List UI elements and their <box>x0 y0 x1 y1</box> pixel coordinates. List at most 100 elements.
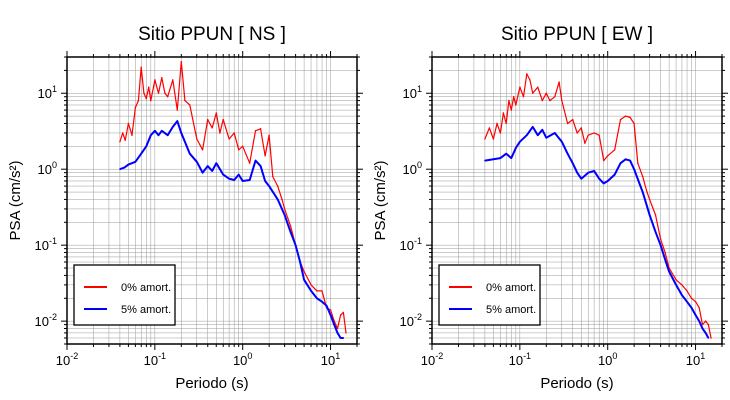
data-point <box>694 301 697 303</box>
data-point <box>161 130 163 132</box>
data-point <box>122 132 124 134</box>
data-point <box>325 304 328 307</box>
data-point <box>681 284 683 286</box>
data-point <box>654 214 657 216</box>
x-tick-label: 101 <box>321 351 340 368</box>
data-point <box>619 162 622 164</box>
data-point <box>150 99 152 102</box>
data-point <box>329 309 332 311</box>
series-line-0 <box>119 61 347 333</box>
y-tick-label-exponent: -2 <box>414 312 422 322</box>
data-point <box>484 138 486 140</box>
data-point <box>157 92 160 94</box>
data-point <box>690 307 693 309</box>
data-point <box>554 96 556 98</box>
data-point <box>342 311 345 314</box>
y-tick-label-exponent: -2 <box>49 312 57 322</box>
data-point <box>289 225 292 227</box>
data-point <box>633 122 635 125</box>
data-point <box>598 134 600 136</box>
data-point <box>566 122 569 125</box>
chart-title: Sitio PPUN [ EW ] <box>501 24 653 45</box>
data-point <box>587 134 589 136</box>
data-point <box>189 153 191 155</box>
data-point <box>510 157 512 159</box>
x-tick-label-exponent: 1 <box>335 351 340 361</box>
data-point <box>603 159 605 162</box>
data-point <box>242 145 244 147</box>
data-point <box>124 139 126 141</box>
data-point <box>299 261 301 263</box>
data-point <box>598 178 600 180</box>
data-point <box>624 158 627 160</box>
data-point <box>143 92 145 94</box>
data-point <box>254 130 257 132</box>
plot-frame <box>66 56 358 345</box>
data-point <box>648 214 651 216</box>
data-point <box>554 132 556 134</box>
data-point <box>268 134 270 136</box>
data-point <box>207 118 209 121</box>
y-tick-label-mantissa: 10 <box>35 314 49 329</box>
data-point <box>593 132 595 134</box>
data-point <box>701 323 704 326</box>
data-point <box>603 182 605 185</box>
x-tick-label: 10-1 <box>509 351 531 368</box>
legend-label-0: 0% amort. <box>486 282 536 294</box>
x-axis-label: Periodo (s) <box>540 375 613 392</box>
data-point <box>704 332 707 334</box>
data-point <box>659 244 662 246</box>
chart-title: Sitio PPUN [ NS ] <box>138 24 286 45</box>
data-point <box>333 323 335 326</box>
x-tick-label: 101 <box>686 351 705 368</box>
data-point <box>201 172 204 174</box>
data-point <box>238 149 240 151</box>
data-point <box>219 132 221 134</box>
data-point <box>222 173 224 176</box>
data-point <box>629 116 631 119</box>
data-point <box>580 178 582 180</box>
x-tick-label-exponent: -1 <box>158 351 166 361</box>
data-point <box>233 179 235 181</box>
data-point <box>607 180 609 182</box>
data-point <box>488 127 491 129</box>
data-point <box>576 172 578 174</box>
data-point <box>513 96 515 98</box>
data-point <box>201 149 204 151</box>
y-tick-label-exponent: 0 <box>417 160 422 170</box>
data-point <box>189 104 191 106</box>
data-point <box>614 149 616 151</box>
data-point <box>345 332 347 334</box>
data-point <box>281 198 283 201</box>
data-point <box>681 294 683 296</box>
data-point <box>184 99 186 102</box>
data-point <box>154 130 156 132</box>
y-tick-label-mantissa: 10 <box>35 238 49 253</box>
legend-label-1: 5% amort. <box>121 304 171 316</box>
data-point <box>140 66 142 68</box>
data-point <box>654 231 657 233</box>
data-point <box>119 168 121 170</box>
data-point <box>629 159 631 162</box>
data-point <box>664 258 666 261</box>
data-point <box>196 138 198 140</box>
data-point <box>686 301 688 303</box>
data-point <box>675 279 677 281</box>
x-tick-label-mantissa: 10 <box>233 353 247 368</box>
data-point <box>707 337 710 339</box>
y-tick-label: 100 <box>403 160 422 177</box>
data-point <box>572 162 574 164</box>
y-tick-label: 100 <box>38 160 57 177</box>
series-1 <box>484 125 710 339</box>
data-point <box>329 314 332 316</box>
grid <box>66 56 358 345</box>
y-tick-label-exponent: -1 <box>414 236 422 246</box>
x-tick-label-exponent: -2 <box>435 351 443 361</box>
data-point <box>150 134 152 136</box>
data-point <box>196 161 198 163</box>
data-point <box>254 159 257 162</box>
data-point <box>264 180 266 182</box>
data-point <box>180 132 182 134</box>
data-point <box>277 185 279 187</box>
data-point <box>668 270 670 273</box>
